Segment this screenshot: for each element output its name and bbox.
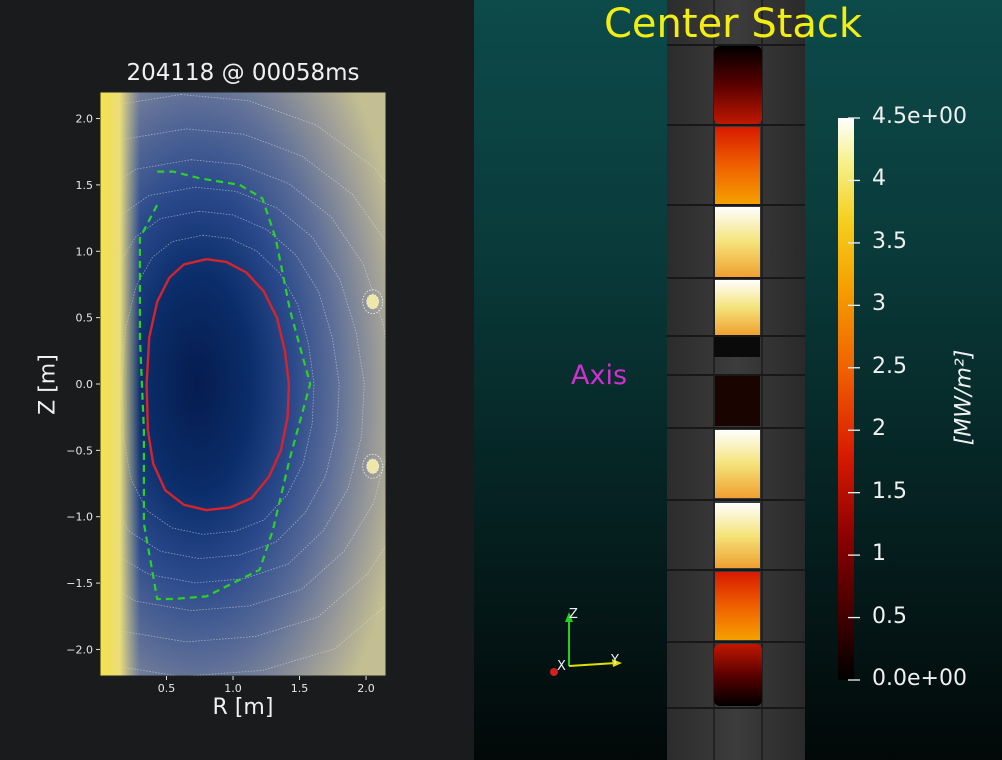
y-tick-label: 1.0 xyxy=(76,245,94,258)
tile-5 xyxy=(714,337,760,357)
y-tick-label: −2.0 xyxy=(66,643,93,656)
center-stack-title: Center Stack xyxy=(604,1,863,47)
equilibrium-plot: 0.5 1.0 1.5 2.0 2.0 1.5 1.0 0.5 0.0 −0.5 −1.0 −1.5… xyxy=(66,91,387,695)
y-tick-label: 1.5 xyxy=(76,179,94,192)
colorbar-tick-label: 3 xyxy=(872,291,886,317)
x-tick-label: 1.5 xyxy=(291,682,309,695)
stack-tile-seams xyxy=(667,0,805,760)
colorbar-tick-label: 3.5 xyxy=(872,228,907,254)
colorbar-tick-label: 4 xyxy=(872,166,886,192)
wall-region xyxy=(100,92,140,676)
center-stack-panel: Center Stack Axis [MW/m²] 4.5e+00 4 3.5 3 2.… xyxy=(474,0,1002,760)
triad-x-axis xyxy=(550,668,558,676)
y-tick-label: 0.0 xyxy=(76,378,94,391)
y-tick-label: −0.5 xyxy=(66,444,93,457)
triad-y-arrow xyxy=(612,659,622,667)
y-tick-label: 2.0 xyxy=(76,113,94,126)
triad-y-axis xyxy=(568,662,617,667)
flux-contour-line xyxy=(100,128,386,643)
axis-label: Axis xyxy=(571,360,628,391)
coil-marker xyxy=(362,289,384,315)
x-tick-label: 0.5 xyxy=(158,682,176,695)
colorbar-tick-label: 1 xyxy=(872,541,886,567)
triad-x-label: X xyxy=(557,659,566,674)
coil-marker xyxy=(362,453,384,479)
plot-title: 204118 @ 00058ms xyxy=(126,60,360,86)
flux-contours xyxy=(100,94,386,676)
colorbar-tick-label: 2.5 xyxy=(872,353,907,379)
y-axis-ticks: 2.0 1.5 1.0 0.5 0.0 −0.5 −1.0 −1.5 −2.0 xyxy=(66,113,100,656)
flux-contour-line xyxy=(121,234,315,535)
colorbar-tick-label: 0.5 xyxy=(872,603,907,629)
limiter-boundary xyxy=(138,170,312,601)
x-axis-ticks: 0.5 1.0 1.5 2.0 xyxy=(158,676,375,695)
flux-contour-line xyxy=(100,210,340,560)
y-tick-label: −1.0 xyxy=(66,511,93,524)
tile-10 xyxy=(714,644,762,706)
triad-z-label: Z xyxy=(569,607,578,622)
y-tick-label: 0.5 xyxy=(76,312,94,325)
colorbar-tick-label: 4.5e+00 xyxy=(872,104,967,129)
center-stack-view xyxy=(550,0,860,760)
colorbar-ticks xyxy=(848,117,860,681)
coil-markers xyxy=(362,289,384,479)
orientation-triad xyxy=(550,612,622,676)
tile-8 xyxy=(715,503,760,568)
x-tick-label: 1.0 xyxy=(224,682,242,695)
tile-6 xyxy=(715,376,760,426)
colorbar-tick-label: 2 xyxy=(872,416,886,442)
tile-2 xyxy=(715,127,760,204)
last-closed-flux-surface xyxy=(145,258,291,512)
y-axis-label: Z [m] xyxy=(35,354,61,415)
coil-marker xyxy=(366,458,380,474)
y-tick-label: −1.5 xyxy=(66,577,93,590)
tile-9 xyxy=(715,572,760,640)
tile-1 xyxy=(714,46,762,124)
tile-4 xyxy=(715,280,760,335)
triad-y-label: Y xyxy=(611,653,619,668)
colorbar xyxy=(838,118,854,680)
coil-marker xyxy=(366,294,380,310)
equilibrium-panel: 0.5 1.0 1.5 2.0 2.0 1.5 1.0 0.5 0.0 −0.5 −1.0 −1.5… xyxy=(0,0,474,760)
colorbar-tick-label: 1.5 xyxy=(872,478,907,504)
heat-flux-tiles xyxy=(714,46,762,706)
colorbar-tick-label: 0.0e+00 xyxy=(872,666,967,691)
x-tick-label: 2.0 xyxy=(357,682,375,695)
tile-3 xyxy=(715,207,760,277)
tile-7 xyxy=(715,430,760,498)
colorbar-unit-label: [MW/m²] xyxy=(951,349,977,446)
x-axis-label: R [m] xyxy=(212,695,274,720)
triad-z-arrow xyxy=(565,612,573,622)
